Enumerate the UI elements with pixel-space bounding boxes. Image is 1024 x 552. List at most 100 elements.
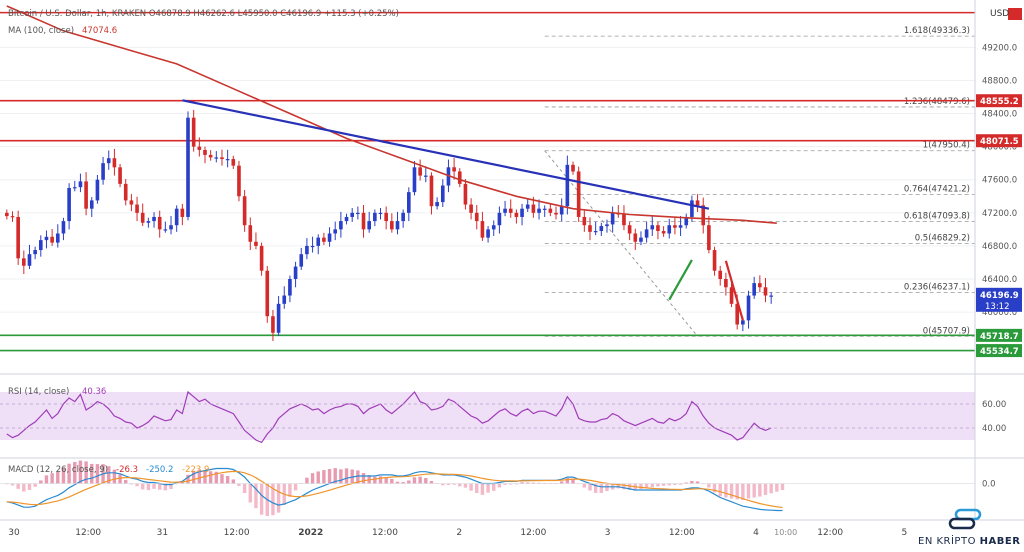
candle-body — [191, 117, 196, 147]
macd-histogram-bar — [565, 478, 570, 484]
candle-body — [225, 159, 230, 161]
candle-body — [316, 237, 321, 246]
macd-histogram-bar — [656, 483, 660, 487]
candle-body — [157, 216, 162, 230]
macd-histogram-bar — [95, 464, 100, 484]
time-tick-label: 12:00 — [817, 528, 843, 538]
chart-grid — [0, 46, 975, 313]
macd-histogram-bar — [78, 460, 83, 484]
candle-body — [95, 179, 100, 201]
candle-body — [169, 225, 173, 230]
macd-histogram-bar — [90, 463, 94, 484]
rsi-line — [6, 390, 772, 444]
macd-histogram-bar — [259, 483, 264, 515]
macd-histogram-bar — [169, 483, 173, 489]
macd-histogram-bar — [225, 476, 230, 484]
candle-body — [55, 233, 60, 243]
macd-histogram-bar — [724, 483, 728, 498]
macd-signal-line — [6, 470, 783, 509]
macd-legend-v2: -250.2 — [146, 465, 173, 475]
candle-body — [752, 283, 756, 296]
candle-body — [627, 225, 632, 234]
macd-histogram-bar — [22, 483, 26, 492]
time-tick-label: 12:00 — [224, 528, 250, 538]
candle-body — [390, 221, 394, 230]
ma-legend-label: MA (100, close) — [8, 26, 74, 36]
brand-mark-icon — [948, 508, 982, 530]
macd-histogram-bar — [678, 483, 683, 485]
macd-histogram-bar — [622, 483, 626, 490]
rsi-axis: 60.00 40.00 — [0, 400, 1006, 434]
time-tick-label: 3 — [605, 528, 611, 538]
candle-body — [423, 175, 428, 177]
scenario-arrows — [668, 259, 744, 321]
candle-body — [248, 225, 253, 242]
candle-body — [520, 208, 524, 217]
candle-body — [650, 225, 655, 230]
macd-histogram-bar — [220, 474, 224, 484]
candle-body — [305, 245, 309, 255]
macd-histogram-bar — [310, 473, 315, 484]
macd-histogram-bar — [208, 471, 213, 484]
macd-histogram-bar — [395, 481, 400, 484]
candle-body — [667, 225, 672, 234]
candle-body — [361, 212, 366, 230]
time-axis: 30 12:00 31 12:00 2022 12:00 2 12:00 3 12:00 4 12:0… — [8, 528, 907, 538]
macd-histogram-bar — [84, 461, 88, 484]
candle-body — [610, 212, 615, 225]
candle-body — [384, 212, 388, 222]
scenario-arrow — [668, 259, 693, 301]
candle-body — [50, 236, 54, 243]
macd-histogram-bar — [322, 470, 326, 484]
macd-histogram-bar — [141, 483, 145, 490]
fib-level-label: 1(47950.4) — [923, 141, 970, 151]
macd-histogram-bar — [667, 483, 671, 486]
candle-body — [656, 225, 660, 232]
candle-body — [746, 295, 751, 321]
macd-histogram-bar — [503, 483, 507, 485]
candle-body — [89, 200, 94, 209]
candle-body — [152, 216, 156, 222]
rsi-band — [0, 392, 975, 440]
macd-histogram-bar — [33, 483, 37, 487]
candle-body — [208, 154, 213, 158]
fib-level-label: 0.5(46829.2) — [915, 233, 970, 243]
candle-body — [537, 208, 541, 213]
horizontal-levels — [0, 11, 975, 352]
candle-body — [729, 287, 734, 304]
candle-body — [22, 258, 26, 266]
candle-body — [38, 240, 43, 251]
time-tick-label: 4 — [753, 528, 759, 538]
macd-histogram-bar — [452, 483, 456, 485]
candle-body — [129, 200, 134, 205]
macd-histogram-bar — [356, 470, 360, 484]
candle-body — [220, 157, 224, 160]
price-tick-label: 47200.0 — [982, 209, 1017, 219]
ma-legend-value: 47074.6 — [82, 26, 117, 36]
macd-histogram-bar — [327, 468, 332, 484]
candle-body — [231, 159, 236, 166]
candle-body — [5, 212, 9, 217]
candle-body — [435, 202, 439, 207]
ma-100-line — [6, 5, 777, 224]
candle-body — [407, 192, 411, 213]
candle-body — [724, 279, 728, 288]
candle-body — [123, 183, 128, 201]
candle-body — [588, 225, 592, 232]
macd-histogram-bar — [16, 483, 20, 489]
macd-histogram-bar — [412, 477, 417, 484]
fib-level-label: 0.236(46237.1) — [904, 282, 970, 292]
candle-body — [525, 204, 530, 209]
candle-body — [135, 204, 139, 213]
macd-histogram-bar — [73, 461, 77, 484]
macd-histogram-bar — [441, 483, 445, 486]
candle-body — [644, 229, 649, 238]
fib-level-label: 0(45707.9) — [923, 326, 970, 336]
candle-body — [622, 214, 626, 226]
candle-body — [78, 181, 83, 188]
candle-body — [146, 221, 151, 223]
candle-body — [661, 231, 666, 234]
macd-histogram-bar — [480, 483, 485, 495]
candle-body — [276, 303, 281, 333]
candle-body — [265, 270, 270, 317]
